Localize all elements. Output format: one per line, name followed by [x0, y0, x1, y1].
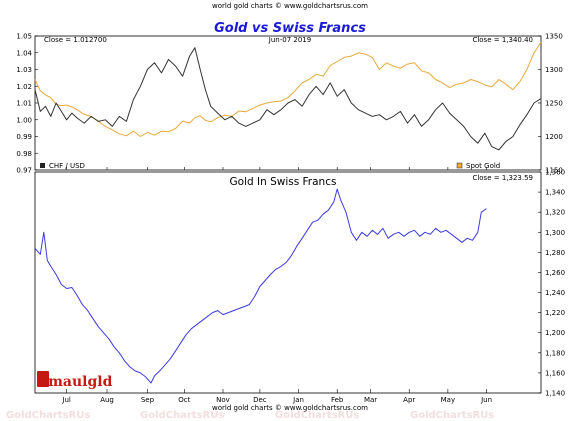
- spot-gold-line: [34, 42, 542, 137]
- y-tick-label: 1200: [545, 133, 563, 141]
- watermark-row: GoldChartsRUs GoldChartsRUs GoldChartsRU…: [6, 410, 494, 421]
- y-tick-label: 1,320: [545, 209, 565, 217]
- x-tick-label: Mar: [364, 396, 377, 404]
- bottom-right-axis: 1,140 1,160 1,180 1,200 1,220 1,240 1,260 1,280…: [538, 169, 565, 398]
- watermark-text: GoldChartsRUs: [275, 410, 359, 421]
- y-tick-label: 1350: [545, 33, 563, 41]
- top-right-close: Close = 1,340.40: [472, 36, 533, 44]
- x-tick-label: Apr: [403, 396, 415, 404]
- x-tick-label: Jan: [292, 396, 304, 404]
- y-tick-label: 1.03: [16, 66, 32, 74]
- y-tick-label: 0.99: [16, 133, 32, 141]
- top-left-axis: 0.97 0.98 0.99 1.00 1.01 1.02 1.03 1.04 1.05: [16, 33, 38, 175]
- y-tick-label: 1,180: [545, 349, 565, 357]
- top-date: Jun-07 2019: [268, 36, 311, 44]
- y-tick-label: 0.98: [16, 150, 32, 158]
- bottom-close: Close = 1,323.59: [472, 174, 533, 182]
- y-tick-label: 1,360: [545, 169, 565, 177]
- chart-title: Gold vs Swiss Francs: [214, 21, 366, 36]
- y-tick-label: 1,160: [545, 369, 565, 377]
- logo-text: Smaulgld: [38, 374, 113, 390]
- gold-legend-swatch: [456, 162, 463, 169]
- y-tick-label: 1,140: [545, 390, 565, 398]
- x-tick-label: Sep: [141, 396, 155, 404]
- y-tick-label: 1.01: [16, 100, 32, 108]
- y-tick-label: 0.97: [16, 167, 32, 175]
- chf-usd-line: [34, 47, 542, 151]
- y-tick-label: 1,200: [545, 329, 565, 337]
- x-tick-label: Oct: [178, 396, 190, 404]
- y-tick-label: 1,240: [545, 289, 565, 297]
- y-tick-label: 1,280: [545, 249, 565, 257]
- credit-top: world gold charts © www.goldchartsrus.co…: [212, 2, 368, 10]
- y-tick-label: 1,340: [545, 189, 565, 197]
- chf-legend-label: CHF / USD: [49, 162, 85, 170]
- bottom-panel-frame: [34, 171, 542, 394]
- top-right-axis: 1150 1200 1250 1300 1350: [538, 33, 563, 175]
- y-tick-label: 1.04: [16, 49, 32, 57]
- logo-mark: [37, 371, 49, 387]
- series-layer: [34, 42, 542, 384]
- y-tick-label: 1,260: [545, 269, 565, 277]
- credit-bottom: world gold charts © www.goldchartsrus.co…: [212, 404, 368, 412]
- x-tick-label: Jun: [480, 396, 492, 404]
- watermark-text: GoldChartsRUs: [410, 410, 494, 421]
- watermark-text: GoldChartsRUs: [6, 410, 90, 421]
- x-tick-label: Aug: [100, 396, 114, 404]
- gold-legend-label: Spot Gold: [466, 162, 500, 170]
- y-tick-label: 1300: [545, 66, 563, 74]
- x-axis: Jul Aug Sep Oct Nov Dec Jan Feb Mar Apr May Jun: [61, 167, 492, 404]
- y-tick-label: 1,300: [545, 229, 565, 237]
- x-tick-label: May: [441, 396, 455, 404]
- x-tick-label: Nov: [216, 396, 230, 404]
- y-tick-label: 1150: [545, 167, 563, 175]
- y-tick-label: 1.05: [16, 33, 32, 41]
- y-tick-label: 1.00: [16, 116, 32, 124]
- bottom-title: Gold In Swiss Francs: [230, 176, 337, 188]
- watermark-text: GoldChartsRUs: [140, 410, 224, 421]
- x-tick-label: Jul: [61, 396, 71, 404]
- y-tick-label: 1.02: [16, 83, 32, 91]
- y-tick-label: 1,220: [545, 309, 565, 317]
- y-tick-label: 1250: [545, 100, 563, 108]
- x-tick-label: Feb: [331, 396, 344, 404]
- top-left-close: Close = 1.012700: [44, 36, 107, 44]
- x-tick-label: Dec: [253, 396, 267, 404]
- chf-legend-swatch: [40, 163, 45, 168]
- gold-in-chf-line: [34, 188, 487, 384]
- smaulgld-logo: Smaulgld: [37, 371, 113, 390]
